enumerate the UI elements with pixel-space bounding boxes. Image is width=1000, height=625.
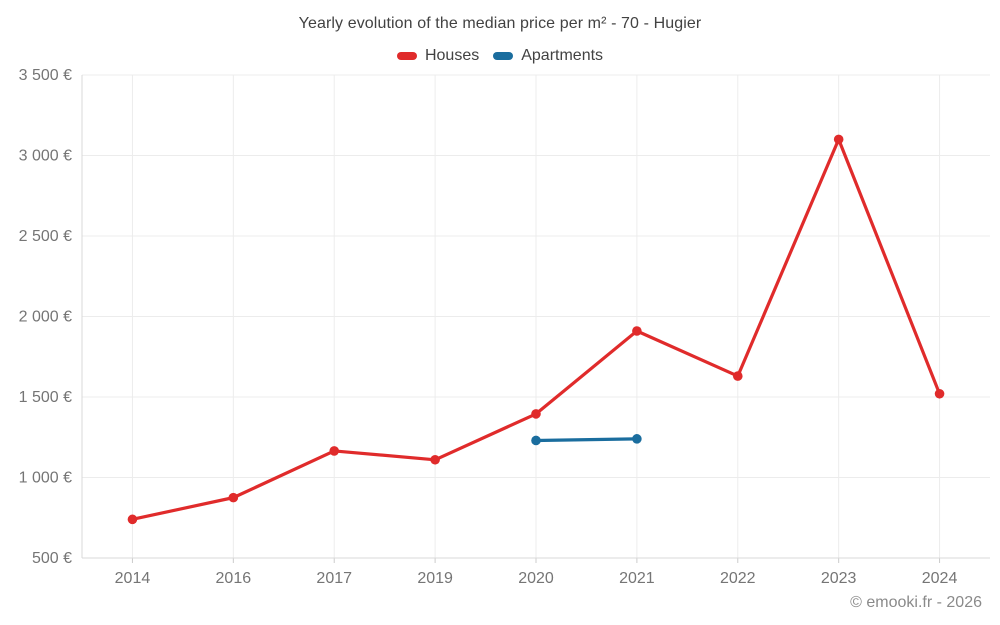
chart-title: Yearly evolution of the median price per… xyxy=(298,15,702,32)
houses-data-point[interactable] xyxy=(632,326,642,336)
houses-data-point[interactable] xyxy=(329,446,340,456)
x-tick-label: 2019 xyxy=(417,570,453,587)
houses-data-point[interactable] xyxy=(127,514,138,525)
y-tick-label: 500 € xyxy=(32,550,72,567)
legend-label-apartments: Apartments xyxy=(521,47,604,64)
houses-data-point[interactable] xyxy=(732,371,743,381)
y-tick-label: 1 500 € xyxy=(19,389,72,406)
houses-data-point[interactable] xyxy=(833,134,844,145)
houses-data-point[interactable] xyxy=(430,454,440,465)
x-tick-label: 2014 xyxy=(115,570,151,587)
houses-swatch-icon xyxy=(396,52,417,60)
legend-label-houses: Houses xyxy=(424,47,480,64)
houses-data-point[interactable] xyxy=(934,388,945,399)
houses-data-point[interactable] xyxy=(531,409,541,419)
y-tick-label: 2 000 € xyxy=(19,309,72,326)
houses-series xyxy=(127,134,945,525)
apartments-data-point[interactable] xyxy=(531,435,541,446)
apartments-line xyxy=(534,437,639,443)
x-tick-label: 2017 xyxy=(316,570,352,587)
apartments-series xyxy=(531,434,642,446)
copyright-text: © emooki.fr - 2026 xyxy=(850,594,982,611)
x-tick-label: 2021 xyxy=(619,570,655,587)
y-tick-label: 1 000 € xyxy=(19,470,72,487)
apartments-swatch-icon xyxy=(493,52,514,60)
x-tick-label: 2022 xyxy=(720,570,756,587)
chart-legend: Houses Apartments xyxy=(0,46,1000,66)
apartments-data-point[interactable] xyxy=(632,434,642,444)
legend-item-houses[interactable]: Houses xyxy=(396,47,480,65)
y-tick-label: 2 500 € xyxy=(19,228,72,245)
houses-data-point[interactable] xyxy=(228,492,239,503)
legend-item-apartments[interactable]: Apartments xyxy=(493,47,603,65)
gridlines: 500 € 1 000 € 1 500 € 2 000 € 2 500 € 3 000 €… xyxy=(19,67,990,587)
y-tick-label: 3 500 € xyxy=(19,67,72,84)
x-tick-label: 2016 xyxy=(216,570,252,587)
x-tick-label: 2023 xyxy=(821,570,857,587)
x-tick-label: 2024 xyxy=(922,570,958,587)
y-tick-label: 3 000 € xyxy=(19,148,72,165)
x-tick-label: 2020 xyxy=(518,570,554,587)
